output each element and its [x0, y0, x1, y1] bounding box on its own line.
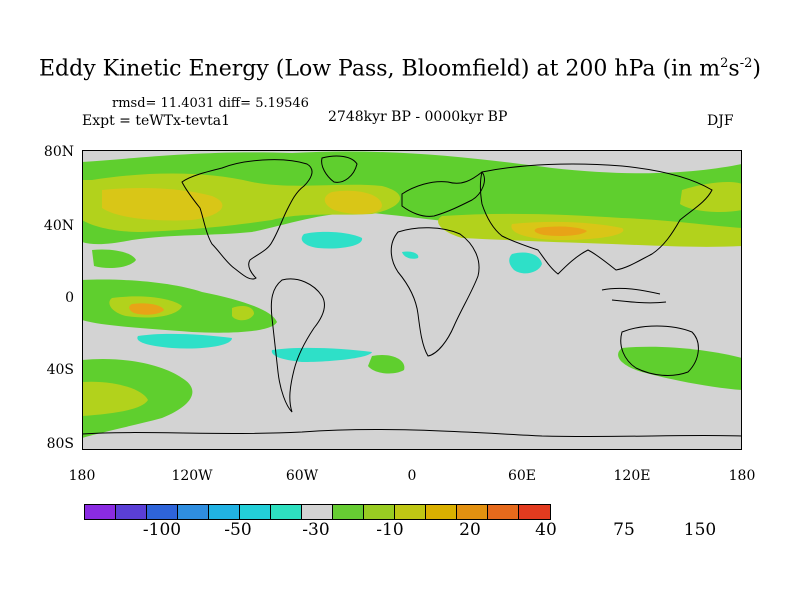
colorbar-label: 40 — [535, 520, 557, 540]
lat-label-0: 0 — [65, 290, 74, 306]
colorbar-label: -10 — [376, 520, 404, 540]
colorbar-label: -30 — [302, 520, 330, 540]
colorbar-swatch — [302, 505, 333, 519]
colorbar-swatch — [426, 505, 457, 519]
colorbar-swatch — [271, 505, 302, 519]
lon-label-120w: 120W — [171, 468, 213, 484]
title-unit: s — [728, 56, 740, 82]
contour-hawaii-green — [92, 249, 136, 268]
season-label: DJF — [707, 113, 734, 129]
colorbar — [84, 504, 551, 520]
colorbar-swatch — [85, 505, 116, 519]
coast-south-america — [270, 278, 325, 413]
contour-southern-ocean-yellowgreen — [82, 381, 148, 416]
contour-india-cyan — [509, 252, 542, 274]
colorbar-label: 20 — [459, 520, 481, 540]
coast-australia — [620, 325, 699, 376]
colorbar-label: 150 — [683, 520, 717, 540]
contour-south-pacific-cyan — [137, 333, 232, 349]
colorbar-label: -50 — [224, 520, 252, 540]
contour-atlantic-cyan — [301, 231, 363, 249]
colorbar-swatch — [147, 505, 178, 519]
lat-label-40n: 40N — [43, 218, 74, 234]
colorbar-swatch — [364, 505, 395, 519]
coast-europe — [401, 171, 485, 217]
title-sup-1: 2 — [720, 56, 729, 71]
coast-indonesia — [601, 287, 667, 304]
experiment-label: Expt = teWTx-tevta1 — [82, 113, 231, 129]
lon-label-120e: 120E — [613, 468, 651, 484]
chart-title: Eddy Kinetic Energy (Low Pass, Bloomfiel… — [0, 56, 800, 81]
colorbar-swatch — [240, 505, 271, 519]
colorbar-swatch — [333, 505, 364, 519]
contour-asia-orange — [534, 226, 587, 236]
contour-south-pacific-green — [618, 346, 742, 390]
colorbar-swatch — [178, 505, 209, 519]
map-panel — [82, 150, 742, 450]
colorbar-swatch — [488, 505, 519, 519]
lon-label-60w: 60W — [285, 468, 319, 484]
title-text: Eddy Kinetic Energy (Low Pass, Bloomfiel… — [39, 56, 721, 82]
coastlines — [82, 155, 742, 438]
lat-label-80s: 80S — [46, 436, 74, 452]
colorbar-swatch — [116, 505, 147, 519]
title-close: ) — [752, 56, 761, 82]
coast-antarctica — [82, 428, 742, 438]
colorbar-swatch — [209, 505, 240, 519]
contour-tropical-pacific-orange — [129, 303, 164, 315]
lon-label-60e: 60E — [507, 468, 537, 484]
map-frame — [82, 150, 742, 450]
contour-indian-ocean-cyan — [402, 251, 419, 259]
lat-label-80n: 80N — [43, 144, 74, 160]
contour-northpacific-green — [680, 182, 742, 212]
contour-small-green-1 — [232, 306, 254, 321]
contour-south-atlantic-green — [368, 354, 405, 374]
title-sup-2: -2 — [739, 56, 753, 71]
coast-africa — [390, 227, 480, 357]
coast-asia — [480, 163, 713, 275]
colorbar-swatch — [457, 505, 488, 519]
colorbar-label: 75 — [613, 520, 635, 540]
lon-label-0: 0 — [407, 468, 417, 484]
contour-north-yellow — [102, 188, 223, 221]
colorbar-swatch — [519, 505, 550, 519]
lon-label-180w: 180 — [68, 468, 96, 484]
contour-atlantic-yellow — [324, 190, 382, 215]
contour-south-america-cyan — [271, 347, 372, 362]
colorbar-label: -100 — [142, 520, 182, 540]
period-label: 2748kyr BP - 0000kyr BP — [328, 109, 508, 125]
lat-label-40s: 40S — [46, 362, 74, 378]
coast-north-america — [181, 159, 313, 280]
rmsd-stat: rmsd= 11.4031 diff= 5.19546 — [112, 96, 309, 111]
lon-label-180e: 180 — [728, 468, 756, 484]
coast-greenland — [321, 155, 358, 183]
colorbar-swatch — [395, 505, 426, 519]
